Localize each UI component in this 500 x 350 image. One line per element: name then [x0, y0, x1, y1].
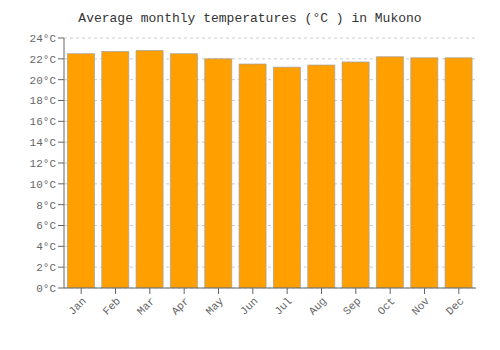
svg-text:14°C: 14°C: [30, 137, 57, 149]
svg-text:Jun: Jun: [238, 295, 260, 317]
svg-text:Aug: Aug: [307, 295, 329, 317]
svg-text:16°C: 16°C: [30, 116, 57, 128]
svg-text:Sep: Sep: [341, 295, 363, 317]
svg-text:10°C: 10°C: [30, 179, 57, 191]
svg-text:6°C: 6°C: [36, 220, 56, 232]
svg-text:2°C: 2°C: [36, 262, 56, 274]
svg-text:18°C: 18°C: [30, 95, 57, 107]
svg-text:Oct: Oct: [375, 295, 397, 317]
svg-text:12°C: 12°C: [30, 158, 57, 170]
svg-text:Jul: Jul: [272, 295, 294, 317]
svg-text:20°C: 20°C: [30, 75, 57, 87]
svg-text:Feb: Feb: [101, 295, 123, 317]
svg-text:Mar: Mar: [135, 295, 157, 317]
svg-text:Dec: Dec: [444, 295, 466, 317]
svg-text:Jan: Jan: [66, 295, 88, 317]
svg-text:4°C: 4°C: [36, 241, 56, 253]
svg-text:0°C: 0°C: [36, 283, 56, 295]
html-text:Average monthly temperatures (: Average monthly temperatures (°C ) in Mu…: [78, 11, 422, 26]
svg-text:Nov: Nov: [410, 295, 433, 318]
svg-text:May: May: [204, 295, 227, 318]
svg-text:8°C: 8°C: [36, 200, 56, 212]
svg-text:22°C: 22°C: [30, 54, 57, 66]
svg-text:Apr: Apr: [169, 295, 191, 317]
svg-text:24°C: 24°C: [30, 33, 57, 45]
